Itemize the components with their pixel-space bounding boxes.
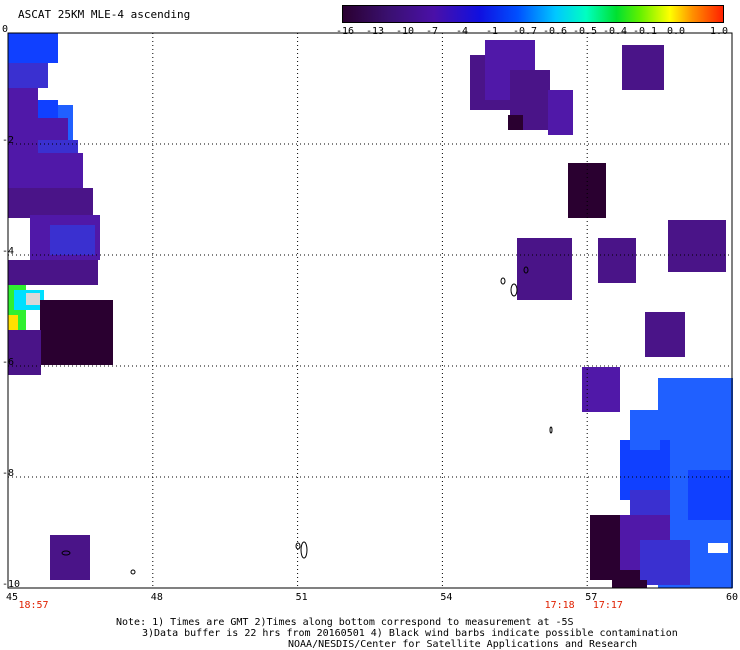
- data-patch: [8, 88, 38, 118]
- data-patch: [50, 535, 90, 580]
- data-patch: [688, 470, 732, 520]
- data-patch: [8, 315, 18, 330]
- x-tick-label: 60: [726, 592, 739, 603]
- colorbar-tick: -13: [366, 26, 385, 37]
- data-patch: [8, 260, 98, 285]
- y-tick-label: 0: [2, 24, 9, 35]
- data-patch: [582, 367, 620, 412]
- data-patch: [26, 293, 40, 305]
- product-title: ASCAT 25KM MLE-4 ascending: [18, 8, 191, 21]
- time-label: 18:57: [18, 600, 49, 611]
- colorbar-tick: -0.1: [633, 26, 658, 37]
- colorbar-tick: -10: [396, 26, 415, 37]
- data-patch: [622, 45, 664, 90]
- data-patch: [568, 163, 606, 218]
- note-line-3: NOAA/NESDIS/Center for Satellite Applica…: [288, 639, 638, 650]
- island-outline: [510, 283, 518, 297]
- data-patch: [48, 325, 93, 365]
- data-patch: [548, 90, 573, 135]
- y-tick-label: -6: [2, 357, 15, 368]
- x-tick-label: 45: [6, 592, 19, 603]
- x-tick-label: 57: [585, 592, 598, 603]
- data-patch: [8, 33, 58, 63]
- data-patch: [640, 540, 690, 585]
- note-line-2: 3)Data buffer is 22 hrs from 20160501 4)…: [142, 628, 678, 639]
- colorbar-labels: -16 -13 -10 -7 -4 -1 -0.7 -0.6 -0.5 -0.4…: [328, 26, 738, 38]
- data-patch: [645, 312, 685, 357]
- colorbar-tick: -16: [336, 26, 355, 37]
- data-patch: [630, 410, 660, 450]
- island-outline: [300, 541, 308, 559]
- x-tick-label: 48: [150, 592, 163, 603]
- colorbar-tick: 0.0: [667, 26, 686, 37]
- y-tick-label: -10: [2, 579, 21, 590]
- island-outline: [61, 550, 71, 556]
- colorbar-tick: -0.5: [573, 26, 598, 37]
- colorbar-tick: 1.0: [710, 26, 729, 37]
- y-tick-label: -8: [2, 468, 15, 479]
- data-patch: [668, 220, 726, 272]
- colorbar-tick: -0.7: [513, 26, 538, 37]
- colorbar-tick: -1: [486, 26, 499, 37]
- time-label: 17:18: [544, 600, 575, 611]
- island-outline: [130, 569, 136, 575]
- time-label: 17:17: [592, 600, 623, 611]
- data-patch: [8, 188, 93, 218]
- data-patch: [8, 153, 83, 188]
- data-patch: [8, 63, 48, 88]
- data-patch: [612, 580, 647, 588]
- note-line-1: Note: 1) Times are GMT 2)Times along bot…: [116, 617, 574, 628]
- x-tick-label: 51: [295, 592, 308, 603]
- data-patch: [708, 543, 728, 553]
- data-patch: [50, 225, 95, 255]
- island-outline: [549, 426, 553, 434]
- colorbar-tick: -4: [456, 26, 469, 37]
- island-outline: [295, 542, 301, 550]
- island-outline: [500, 277, 506, 285]
- island-outline: [523, 266, 529, 274]
- data-patch: [598, 238, 636, 283]
- y-tick-label: -4: [2, 246, 15, 257]
- data-patch: [508, 115, 523, 130]
- map-frame: [7, 32, 733, 589]
- colorbar: [342, 5, 724, 23]
- colorbar-tick: -0.6: [543, 26, 568, 37]
- y-tick-label: -2: [2, 135, 15, 146]
- colorbar-tick: -7: [426, 26, 439, 37]
- data-patch: [8, 330, 41, 375]
- data-patch: [517, 238, 572, 300]
- x-tick-label: 54: [440, 592, 453, 603]
- colorbar-tick: -0.4: [603, 26, 628, 37]
